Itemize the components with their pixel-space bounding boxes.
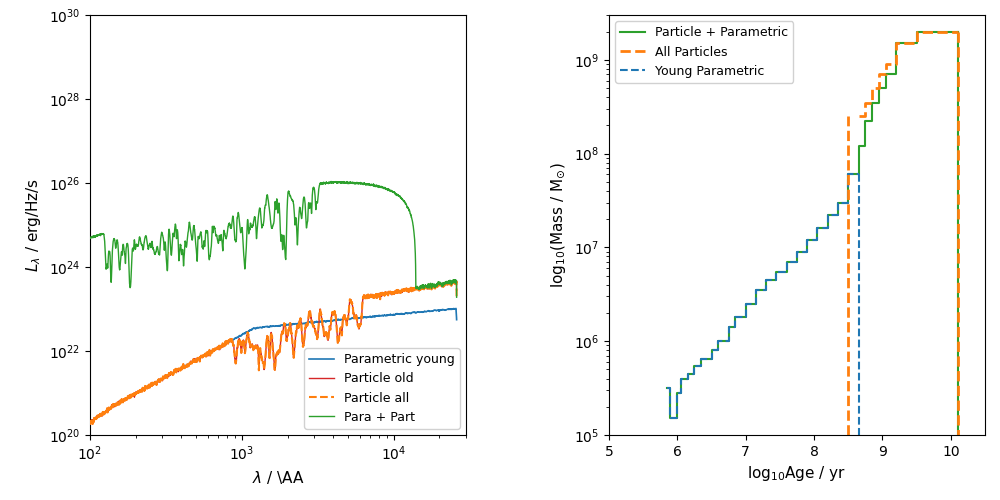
Line: Particle old: Particle old — [84, 280, 457, 435]
Y-axis label: $L_{\lambda}$ / erg/Hz/s: $L_{\lambda}$ / erg/Hz/s — [24, 178, 43, 272]
Line: Parametric young: Parametric young — [84, 308, 457, 438]
Parametric young — [234, 333, 246, 339]
Para + Part — [421, 284, 433, 290]
Para + Part — [78, 244, 90, 250]
Legend: Parametric young, Particle old, Particle all, Para + Part: Parametric young, Particle old, Particle… — [304, 348, 460, 428]
Particle all — [439, 280, 451, 286]
Legend: Particle + Parametric, All Particles, Young Parametric: Particle + Parametric, All Particles, Yo… — [615, 21, 793, 82]
Particle all — [78, 440, 90, 446]
Particle old — [78, 432, 90, 438]
Particle old — [255, 351, 267, 357]
Parametric young — [349, 315, 361, 321]
Para + Part — [237, 248, 249, 254]
Particle old — [451, 288, 463, 294]
Line: Particle all: Particle all — [84, 280, 457, 442]
Para + Part — [255, 214, 267, 220]
Parametric young — [78, 435, 90, 441]
Particle all — [448, 278, 460, 283]
Line: Para + Part: Para + Part — [84, 182, 457, 298]
Particle all — [421, 284, 433, 290]
Particle old — [421, 284, 433, 290]
Particle old — [234, 342, 246, 347]
Para + Part — [349, 181, 361, 187]
X-axis label: $\lambda$ / \AA: $\lambda$ / \AA — [252, 469, 304, 486]
Parametric young — [451, 316, 463, 322]
Para + Part — [439, 280, 451, 286]
Particle all — [349, 314, 361, 320]
Particle all — [234, 342, 246, 348]
Para + Part — [451, 294, 463, 300]
Particle all — [237, 337, 249, 343]
Parametric young — [237, 330, 249, 336]
Y-axis label: log$_{10}$(Mass / M$_{\odot}$): log$_{10}$(Mass / M$_{\odot}$) — [550, 162, 568, 288]
Para + Part — [234, 228, 246, 234]
Particle old — [449, 278, 461, 283]
Particle old — [237, 337, 249, 343]
Parametric young — [255, 324, 267, 330]
Particle all — [255, 351, 267, 357]
X-axis label: log$_{10}$Age / yr: log$_{10}$Age / yr — [747, 464, 847, 483]
Particle all — [451, 295, 463, 301]
Particle old — [439, 280, 451, 286]
Parametric young — [450, 306, 462, 312]
Parametric young — [439, 307, 451, 313]
Para + Part — [325, 178, 337, 184]
Particle old — [349, 314, 361, 320]
Parametric young — [421, 308, 433, 314]
